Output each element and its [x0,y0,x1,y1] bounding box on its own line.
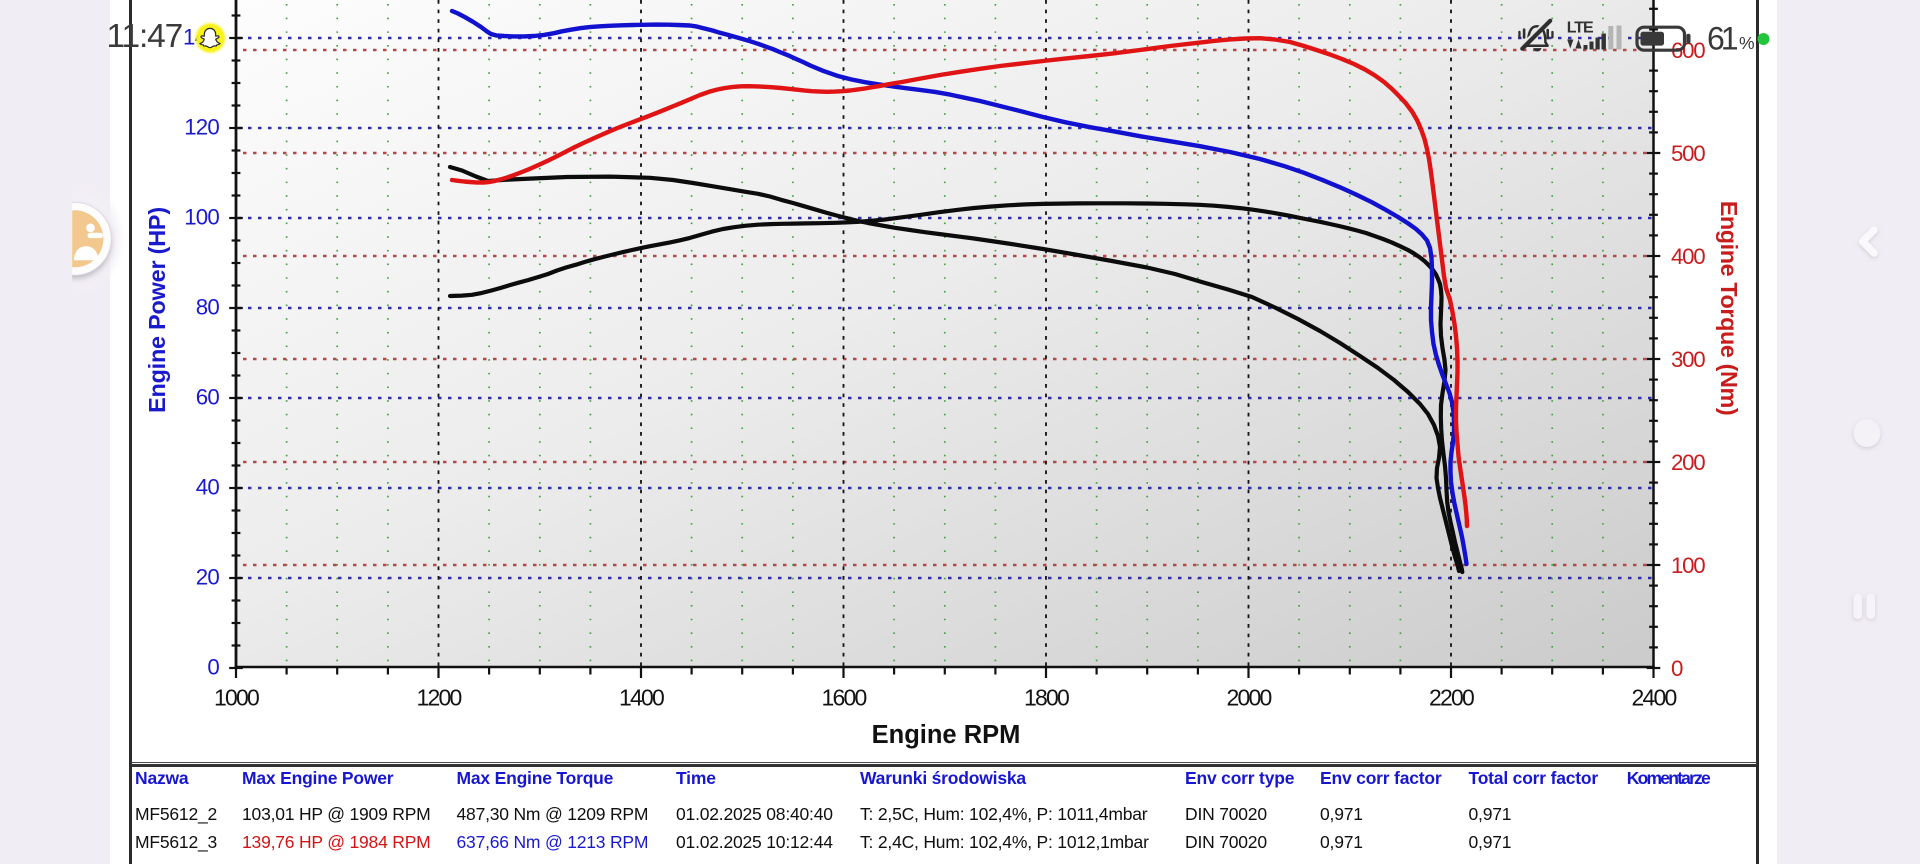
svg-text:2400: 2400 [1632,685,1677,711]
svg-text:1000: 1000 [214,685,259,711]
svg-text:20: 20 [196,565,220,590]
svg-text:Engine RPM: Engine RPM [872,721,1021,749]
svg-text:LTE: LTE [1567,20,1594,37]
svg-text:100: 100 [1671,553,1705,578]
svg-text:Engine Torque (Nm): Engine Torque (Nm) [1716,201,1742,416]
svg-text:200: 200 [1671,450,1705,475]
svg-text:2200: 2200 [1429,685,1474,711]
svg-text:%: % [1739,33,1755,53]
svg-text:60: 60 [196,385,220,410]
svg-text:1600: 1600 [822,685,867,711]
svg-text:500: 500 [1671,141,1705,166]
svg-text:0: 0 [1671,656,1683,681]
svg-text:300: 300 [1671,347,1705,372]
svg-text:61: 61 [1707,21,1738,57]
svg-text:1800: 1800 [1024,685,1069,711]
svg-text:1400: 1400 [619,685,664,711]
svg-text:2000: 2000 [1227,685,1272,711]
svg-text:120: 120 [184,115,219,140]
svg-text:80: 80 [196,295,220,320]
svg-text:100: 100 [184,205,219,230]
svg-text:Engine Power (HP): Engine Power (HP) [144,207,170,413]
svg-text:1200: 1200 [417,685,462,711]
svg-text:40: 40 [196,475,220,500]
svg-text:0: 0 [207,655,219,680]
svg-text:400: 400 [1671,244,1705,269]
